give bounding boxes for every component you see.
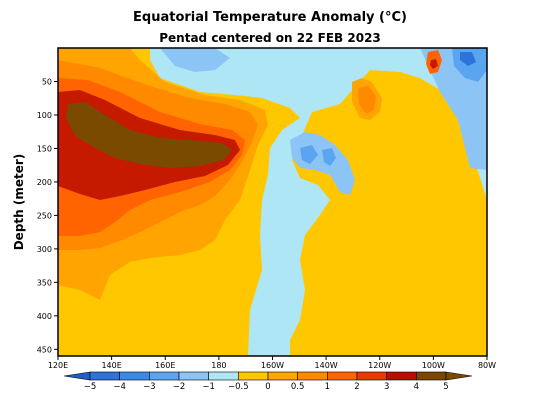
colorbar-label: 0 bbox=[265, 382, 270, 392]
y-tick-label: 50 bbox=[42, 77, 52, 86]
colorbar-label: 4 bbox=[414, 382, 419, 392]
colorbar-segment bbox=[416, 371, 447, 381]
colorbar-label: 3 bbox=[384, 382, 389, 392]
colorbar-right-arrow bbox=[445, 371, 473, 381]
colorbar-segment bbox=[297, 371, 328, 381]
colorbar-segment bbox=[356, 371, 387, 381]
x-tick-label: 140W bbox=[315, 361, 338, 370]
colorbar-label: 2 bbox=[354, 382, 359, 392]
x-tick-label: 100W bbox=[422, 361, 445, 370]
chart-subtitle: Pentad centered on 22 FEB 2023 bbox=[159, 31, 381, 45]
x-tick-label: 160W bbox=[261, 361, 284, 370]
colorbar-label: 5 bbox=[443, 382, 448, 392]
field-warm-spot-core bbox=[430, 59, 438, 69]
colorbar-segment bbox=[327, 371, 358, 381]
colorbar-segment bbox=[178, 371, 209, 381]
colorbar-label: 0.5 bbox=[291, 382, 305, 392]
chart-title: Equatorial Temperature Anomaly (°C) bbox=[133, 10, 407, 25]
colorbar: −5 −4 −3 −2 −1 −0.5 0 0.5 1 2 3 4 5 bbox=[63, 371, 473, 392]
colorbar-label: −3 bbox=[143, 382, 156, 392]
colorbar-label: 1 bbox=[325, 382, 330, 392]
field-level-neg3 bbox=[460, 52, 476, 66]
plot-area bbox=[58, 48, 487, 356]
x-tick-label: 120E bbox=[48, 361, 68, 370]
x-tick-label: 120W bbox=[368, 361, 391, 370]
colorbar-segment bbox=[238, 371, 269, 381]
y-tick-label: 100 bbox=[37, 111, 52, 120]
colorbar-segment bbox=[149, 371, 180, 381]
field-level-4 bbox=[66, 102, 232, 168]
colorbar-left-arrow bbox=[63, 371, 91, 381]
y-tick-label: 300 bbox=[37, 245, 52, 254]
colorbar-label: −0.5 bbox=[228, 382, 249, 392]
y-tick-label: 450 bbox=[37, 345, 52, 354]
colorbar-label: −4 bbox=[113, 382, 126, 392]
colorbar-segment bbox=[208, 371, 239, 381]
x-tick-label: 140E bbox=[101, 361, 121, 370]
x-tick-label: 180 bbox=[211, 361, 226, 370]
colorbar-label: −5 bbox=[84, 382, 97, 392]
y-axis: 50 100 150 200 250 300 350 400 450 bbox=[37, 77, 58, 354]
y-tick-label: 150 bbox=[37, 144, 52, 153]
y-tick-label: 250 bbox=[37, 211, 52, 220]
y-tick-label: 200 bbox=[37, 178, 52, 187]
colorbar-segment bbox=[119, 371, 150, 381]
x-axis: 120E 140E 160E 180 160W 140W 120W 100W 80W bbox=[48, 356, 496, 370]
y-tick-label: 400 bbox=[37, 312, 52, 321]
colorbar-segment bbox=[267, 371, 298, 381]
colorbar-segment bbox=[386, 371, 417, 381]
colorbar-label: −2 bbox=[173, 382, 186, 392]
x-tick-label: 160E bbox=[155, 361, 175, 370]
colorbar-label: −1 bbox=[202, 382, 215, 392]
y-tick-label: 350 bbox=[37, 278, 52, 287]
x-tick-label: 80W bbox=[478, 361, 496, 370]
y-axis-label: Depth (meter) bbox=[12, 154, 26, 251]
colorbar-segment bbox=[89, 371, 120, 381]
